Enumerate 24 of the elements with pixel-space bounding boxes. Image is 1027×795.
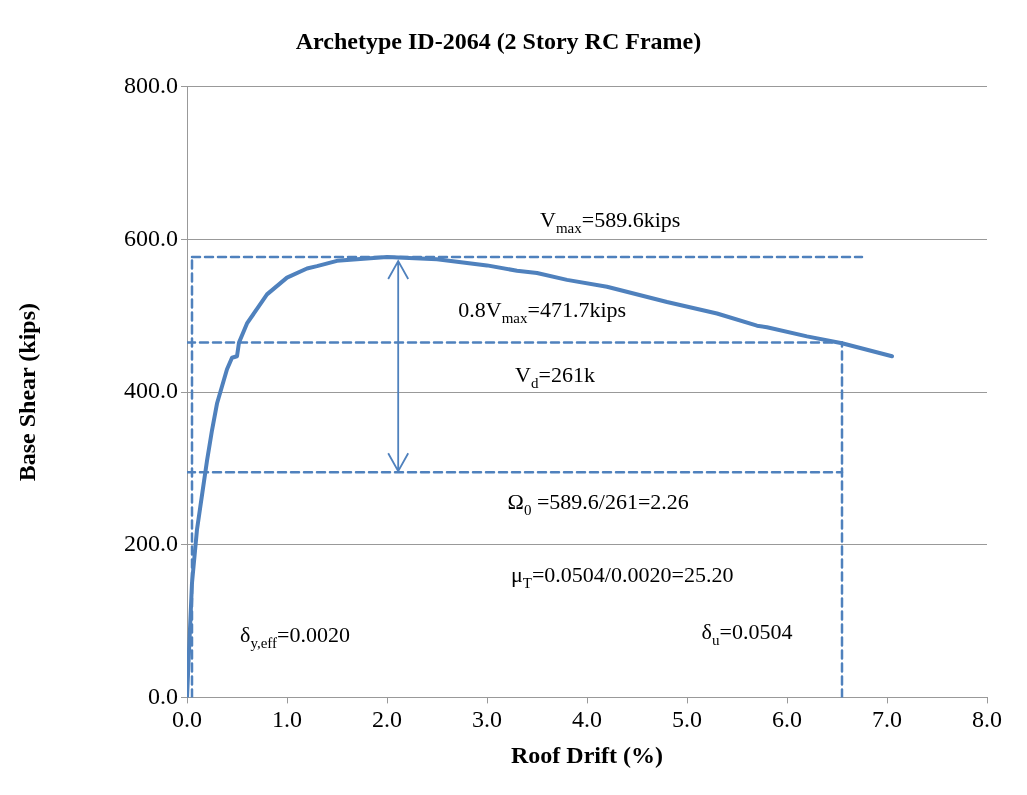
y-tick-label: 400.0 <box>124 377 178 404</box>
annotation: V$_{max}$=589.6kips <box>540 207 681 238</box>
x-tick-label: 6.0 <box>772 706 802 733</box>
y-tick-label: 200.0 <box>124 530 178 557</box>
x-tick-label: 0.0 <box>172 706 202 733</box>
annotation: δ$_{u}$=0.0504 <box>701 619 793 649</box>
annotation: δ$_{y,eff}$=0.0020 <box>240 622 350 652</box>
x-tick-label: 3.0 <box>472 706 502 733</box>
x-tick-label: 7.0 <box>872 706 902 733</box>
y-tick-label: 600.0 <box>124 224 178 251</box>
y-tick-label: 800.0 <box>124 72 178 99</box>
annotation: Ω$_{0}$ =589.6/261=2.26 <box>507 489 689 519</box>
chart-title: Archetype ID-2064 (2 Story RC Frame) <box>295 27 702 54</box>
x-tick-label: 4.0 <box>572 706 602 733</box>
annotation: μ$_{T}$=0.0504/0.0020=25.20 <box>510 561 734 592</box>
x-axis-title: Roof Drift (%) <box>511 741 663 768</box>
x-tick-label: 1.0 <box>272 706 302 733</box>
x-tick-label: 2.0 <box>372 706 402 733</box>
annotation: V$_{d}$=261k <box>515 362 595 392</box>
y-axis-title: Base Shear (kips) <box>13 302 40 482</box>
y-tick-label: 0.0 <box>148 682 178 709</box>
x-tick-label: 5.0 <box>672 706 702 733</box>
x-tick-label: 8.0 <box>972 706 1002 733</box>
annotation: 0.8V$_{max}$=471.7kips <box>458 297 627 327</box>
